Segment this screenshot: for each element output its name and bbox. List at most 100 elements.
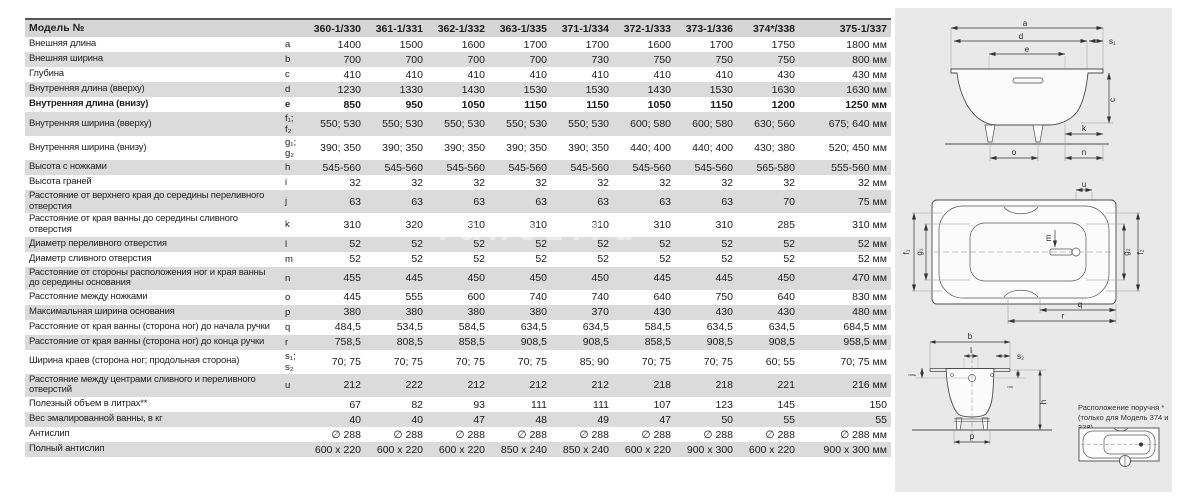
dim-label-q: q <box>1078 300 1082 309</box>
model-name: 373-1/336 <box>675 18 737 37</box>
row-letter: a <box>285 39 291 50</box>
row-letter: d <box>281 82 303 97</box>
row-label: Расстояние от верхнего края до середины … <box>25 190 281 214</box>
row-value: 390; 350 <box>382 142 423 154</box>
dim-label-o: o <box>1012 148 1017 157</box>
row-value: 1150 <box>710 98 733 111</box>
row-value: 47 <box>427 412 489 427</box>
row-value: 830 мм <box>852 291 887 304</box>
row-label: Внутренняя ширина (вверху) <box>25 112 281 136</box>
row-letter: c <box>285 69 290 80</box>
row-value: 520; 450 мм <box>828 142 887 154</box>
row-label: Диаметр сливного отверстия <box>29 252 152 264</box>
row-value: 222 <box>365 373 427 397</box>
row-value: ∅ 288 мм <box>840 428 887 441</box>
row-value: 52 <box>489 236 551 252</box>
table-row: Расстояние от края ванны (сторона ног) д… <box>25 334 891 350</box>
row-value: 600; 580 <box>613 112 675 136</box>
row-letter: q <box>285 321 291 333</box>
row-value: 32 <box>659 176 671 189</box>
row-letter <box>281 442 303 457</box>
row-value: 440; 400 <box>630 142 671 154</box>
dim-label-h: h <box>1039 400 1048 404</box>
row-value: 630; 560 <box>737 112 799 136</box>
handle-note-line1: Расположение поручня * <box>1078 403 1165 412</box>
row-label: Расстояние от края ванны до середины сли… <box>29 213 238 235</box>
dim-label-a: a <box>1023 19 1028 28</box>
row-value: 52 <box>349 253 361 265</box>
row-value: 1050 <box>647 98 671 111</box>
row-value: 70 <box>737 190 799 214</box>
dim-label-s2: s₂ <box>1017 352 1024 361</box>
row-value: 1230 <box>303 82 365 97</box>
row-value: 545-560 <box>675 160 737 175</box>
row-value: 1250 мм <box>845 98 887 111</box>
table-row: Глубина c 410 410 410 410 410 410 410 430 430 мм <box>25 67 891 82</box>
dim-label-e: e <box>1025 45 1030 54</box>
row-value: 908,5 <box>737 334 799 350</box>
row-value: 55 <box>799 412 891 427</box>
row-letter: u <box>281 373 303 397</box>
model-header-label: Модель № <box>25 18 281 37</box>
model-name: 363-1/335 <box>489 18 551 37</box>
table-row: Высота с ножками h 545-560 545-560 545-560 54… <box>25 160 891 175</box>
dim-label-g2: g₂ <box>1122 248 1131 256</box>
row-value: 445 <box>613 266 675 290</box>
row-value: 634,5 <box>706 321 733 334</box>
letter-column-header <box>281 18 303 37</box>
dim-label-c: c <box>1108 98 1117 102</box>
row-value: 545-560 <box>303 160 365 175</box>
row-value: 55 <box>737 412 799 427</box>
row-value: 858,5 <box>427 334 489 350</box>
dim-label-r: r <box>1062 312 1065 321</box>
row-value: 70; 75 <box>703 355 733 368</box>
row-value: 550; 530 <box>303 112 365 136</box>
row-value: 600 x 220 <box>303 442 365 457</box>
row-value: 740 <box>529 291 547 304</box>
table-row: Полный антислип 600 x 220 600 x 220 600 x 2… <box>25 442 891 457</box>
table-row: Ширина краев (сторона ног; продольная ст… <box>25 350 891 374</box>
row-value: ∅ 288 <box>331 428 361 441</box>
row-value: ∅ 288 <box>393 428 423 441</box>
row-value: 111 <box>531 398 547 411</box>
row-value: 310 <box>715 218 733 231</box>
end-view-drawing: b l s₂ j i h <box>907 332 1052 445</box>
row-value: 50 <box>675 412 737 427</box>
row-value: 750 <box>715 291 733 304</box>
row-value: 63 <box>427 190 489 214</box>
row-value: 390; 350 <box>506 142 547 154</box>
handle-bottom <box>1003 289 1039 298</box>
row-value: 640 <box>777 291 795 304</box>
row-value: 63 <box>551 190 613 214</box>
dim-label-s1: s₁ <box>1109 37 1116 46</box>
row-value: 430 <box>675 304 737 320</box>
row-value: 440; 400 <box>692 142 733 154</box>
table-row: Внутренняя ширина (внизу) g₁; g₂ 390; 350 3… <box>25 136 891 160</box>
dim-label-d2: d <box>1019 32 1023 41</box>
row-label: Полный антислип <box>25 442 281 457</box>
row-value: 1600 <box>647 38 671 51</box>
table-row: Внутренняя длина (вверху) d 1230 1330 1430 15… <box>25 82 891 97</box>
model-header-row: Модель № 360-1/330 361-1/331 362-1/332 363-1… <box>25 18 891 37</box>
diagram-panel: a u d s₁ e c k o n <box>895 8 1172 492</box>
model-name: 375-1/337 <box>799 18 891 37</box>
row-value: 52 <box>535 253 547 265</box>
row-letter: m <box>285 253 293 265</box>
table-row: Расстояние от края ванны (сторона ног) д… <box>25 320 891 335</box>
row-value: 634,5 <box>520 321 547 334</box>
row-value: 600 x 220 <box>737 442 799 457</box>
row-value: 430 <box>777 68 795 81</box>
row-value: 410 <box>529 68 547 81</box>
model-name: 374*/338 <box>737 18 799 37</box>
top-handle-mark <box>1113 427 1129 432</box>
table-row: Вес эмалированной ванны, в кг 40 40 47 48 49 4… <box>25 412 891 427</box>
row-value: 1700 <box>709 38 733 51</box>
dim-label-u: u <box>1082 180 1086 189</box>
row-value: 455 <box>303 266 365 290</box>
row-label: Высота граней <box>29 176 92 188</box>
row-value: 410 <box>653 68 671 81</box>
spec-table: Модель № 360-1/330 361-1/331 362-1/332 363-1… <box>25 18 891 457</box>
row-value: ∅ 288 <box>579 428 609 441</box>
table-row: Высота граней i 32 32 32 32 32 32 32 32 32 мм <box>25 175 891 190</box>
row-value: 310 <box>529 218 547 231</box>
